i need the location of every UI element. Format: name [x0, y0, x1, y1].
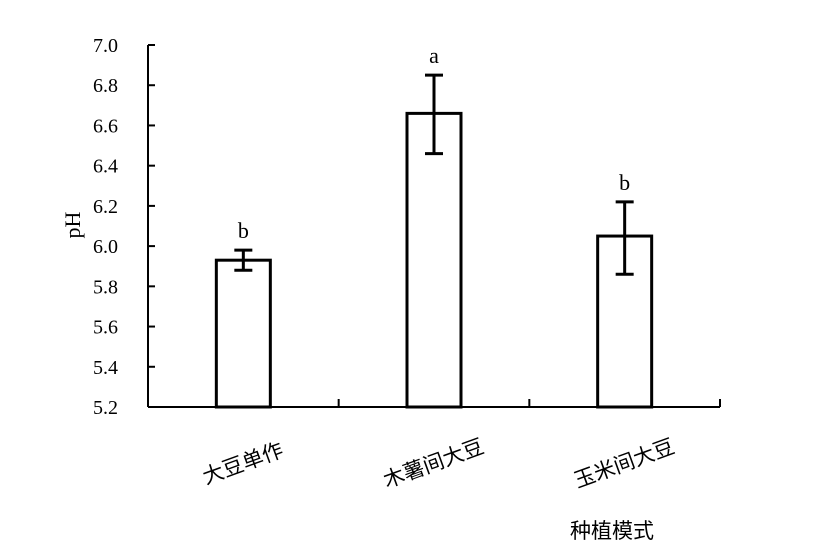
bar: [405, 111, 463, 409]
y-tick-label: 6.2: [93, 196, 118, 218]
x-category-label: 玉米间大豆: [571, 434, 678, 492]
bar: [214, 258, 272, 409]
y-axis: 5.2 5.4 5.6 5.8 6.0 6.2 6.4 6.6 6.8 7.0: [93, 35, 155, 419]
bars: [214, 111, 654, 409]
significance-label: b: [238, 218, 249, 243]
y-tick-label: 6.8: [93, 75, 118, 97]
x-category-label: 大豆单作: [199, 438, 286, 489]
y-tick-label: 5.6: [93, 317, 118, 339]
x-category-label: 木薯间大豆: [380, 434, 487, 492]
significance-label: b: [619, 170, 630, 195]
y-tick-label: 5.4: [93, 357, 118, 379]
significance-label: a: [429, 43, 439, 68]
x-axis-title: 种植模式: [570, 519, 654, 543]
y-tick-label: 5.8: [93, 276, 118, 298]
bar: [596, 234, 654, 409]
y-axis-title: pH: [60, 211, 85, 238]
y-tick-label: 6.6: [93, 115, 118, 137]
y-tick-label: 5.2: [93, 397, 118, 419]
y-tick-label: 6.4: [93, 156, 118, 178]
error-bars: [234, 73, 634, 276]
y-tick-label: 7.0: [93, 35, 118, 57]
y-tick-label: 6.0: [93, 236, 118, 258]
